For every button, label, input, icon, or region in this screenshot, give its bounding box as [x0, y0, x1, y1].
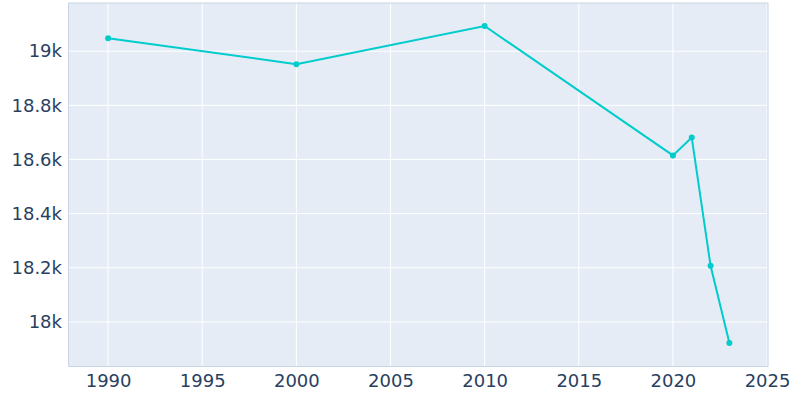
y-tick: 18.6k — [11, 149, 68, 170]
x-tick: 1995 — [180, 366, 226, 391]
point — [482, 23, 488, 29]
x-tick: 2015 — [556, 366, 602, 391]
y-tick: 18.4k — [11, 203, 68, 224]
grid-line-x — [296, 3, 297, 366]
line — [108, 26, 729, 343]
grid-line-x — [672, 3, 673, 366]
y-tick: 18k — [29, 311, 68, 332]
grid-line-x — [767, 3, 768, 366]
x-tick: 2000 — [274, 366, 320, 391]
grid-line-y — [68, 321, 768, 322]
grid-line-x — [578, 3, 579, 366]
x-tick-label: 2025 — [745, 370, 791, 391]
y-tick-label: 18.6k — [11, 149, 62, 170]
grid-line-y — [68, 51, 768, 52]
point — [708, 263, 714, 269]
point — [670, 152, 676, 158]
point — [689, 135, 695, 141]
x-tick: 2005 — [368, 366, 414, 391]
point — [105, 35, 111, 41]
plot-background — [68, 3, 768, 366]
grid-line-x — [108, 3, 109, 366]
point — [726, 340, 732, 346]
grid-line-x — [484, 3, 485, 366]
grid-line-x — [202, 3, 203, 366]
x-axis: 1990 1995 2000 2005 2010 2015 2020 2025 — [69, 366, 791, 391]
y-tick: 19k — [29, 40, 68, 61]
x-tick-label: 1995 — [180, 370, 226, 391]
grid-line-y — [68, 159, 768, 160]
frame-right — [768, 3, 769, 366]
x-tick: 1990 — [86, 366, 132, 391]
plot: 1990 1995 2000 2005 2010 2015 2020 2025 18k 18.2k… — [11, 3, 790, 391]
grid-line-y — [68, 213, 768, 214]
y-tick-label: 18.2k — [11, 257, 62, 278]
x-axis-line — [69, 366, 769, 367]
x-tick-label: 2010 — [462, 370, 508, 391]
x-tick-label: 2000 — [274, 370, 320, 391]
marks — [105, 23, 732, 346]
y-tick-label: 18.8k — [11, 95, 62, 116]
y-axis: 18k 18.2k 18.4k 18.6k 18.8k 19k — [11, 4, 68, 367]
x-tick-label: 2020 — [651, 370, 697, 391]
chart: 1990 1995 2000 2005 2010 2015 2020 2025 18k 18.2k… — [0, 0, 800, 400]
grid-line-x — [390, 3, 391, 366]
y-tick-label: 18.4k — [11, 203, 62, 224]
y-tick: 18.2k — [11, 257, 68, 278]
x-tick: 2025 — [745, 366, 791, 391]
x-tick: 2010 — [462, 366, 508, 391]
grid-line-y — [68, 267, 768, 268]
y-tick-label: 19k — [29, 40, 63, 61]
grid-line-y — [68, 105, 768, 106]
grid — [68, 3, 768, 366]
y-tick-label: 18k — [29, 311, 63, 332]
y-tick: 18.8k — [11, 95, 68, 116]
x-tick-label: 2005 — [368, 370, 414, 391]
x-tick-label: 2015 — [556, 370, 602, 391]
x-tick-label: 1990 — [86, 370, 132, 391]
y-axis-line — [68, 4, 69, 367]
frame-top — [68, 3, 768, 4]
x-tick: 2020 — [651, 366, 697, 391]
point — [293, 61, 299, 67]
